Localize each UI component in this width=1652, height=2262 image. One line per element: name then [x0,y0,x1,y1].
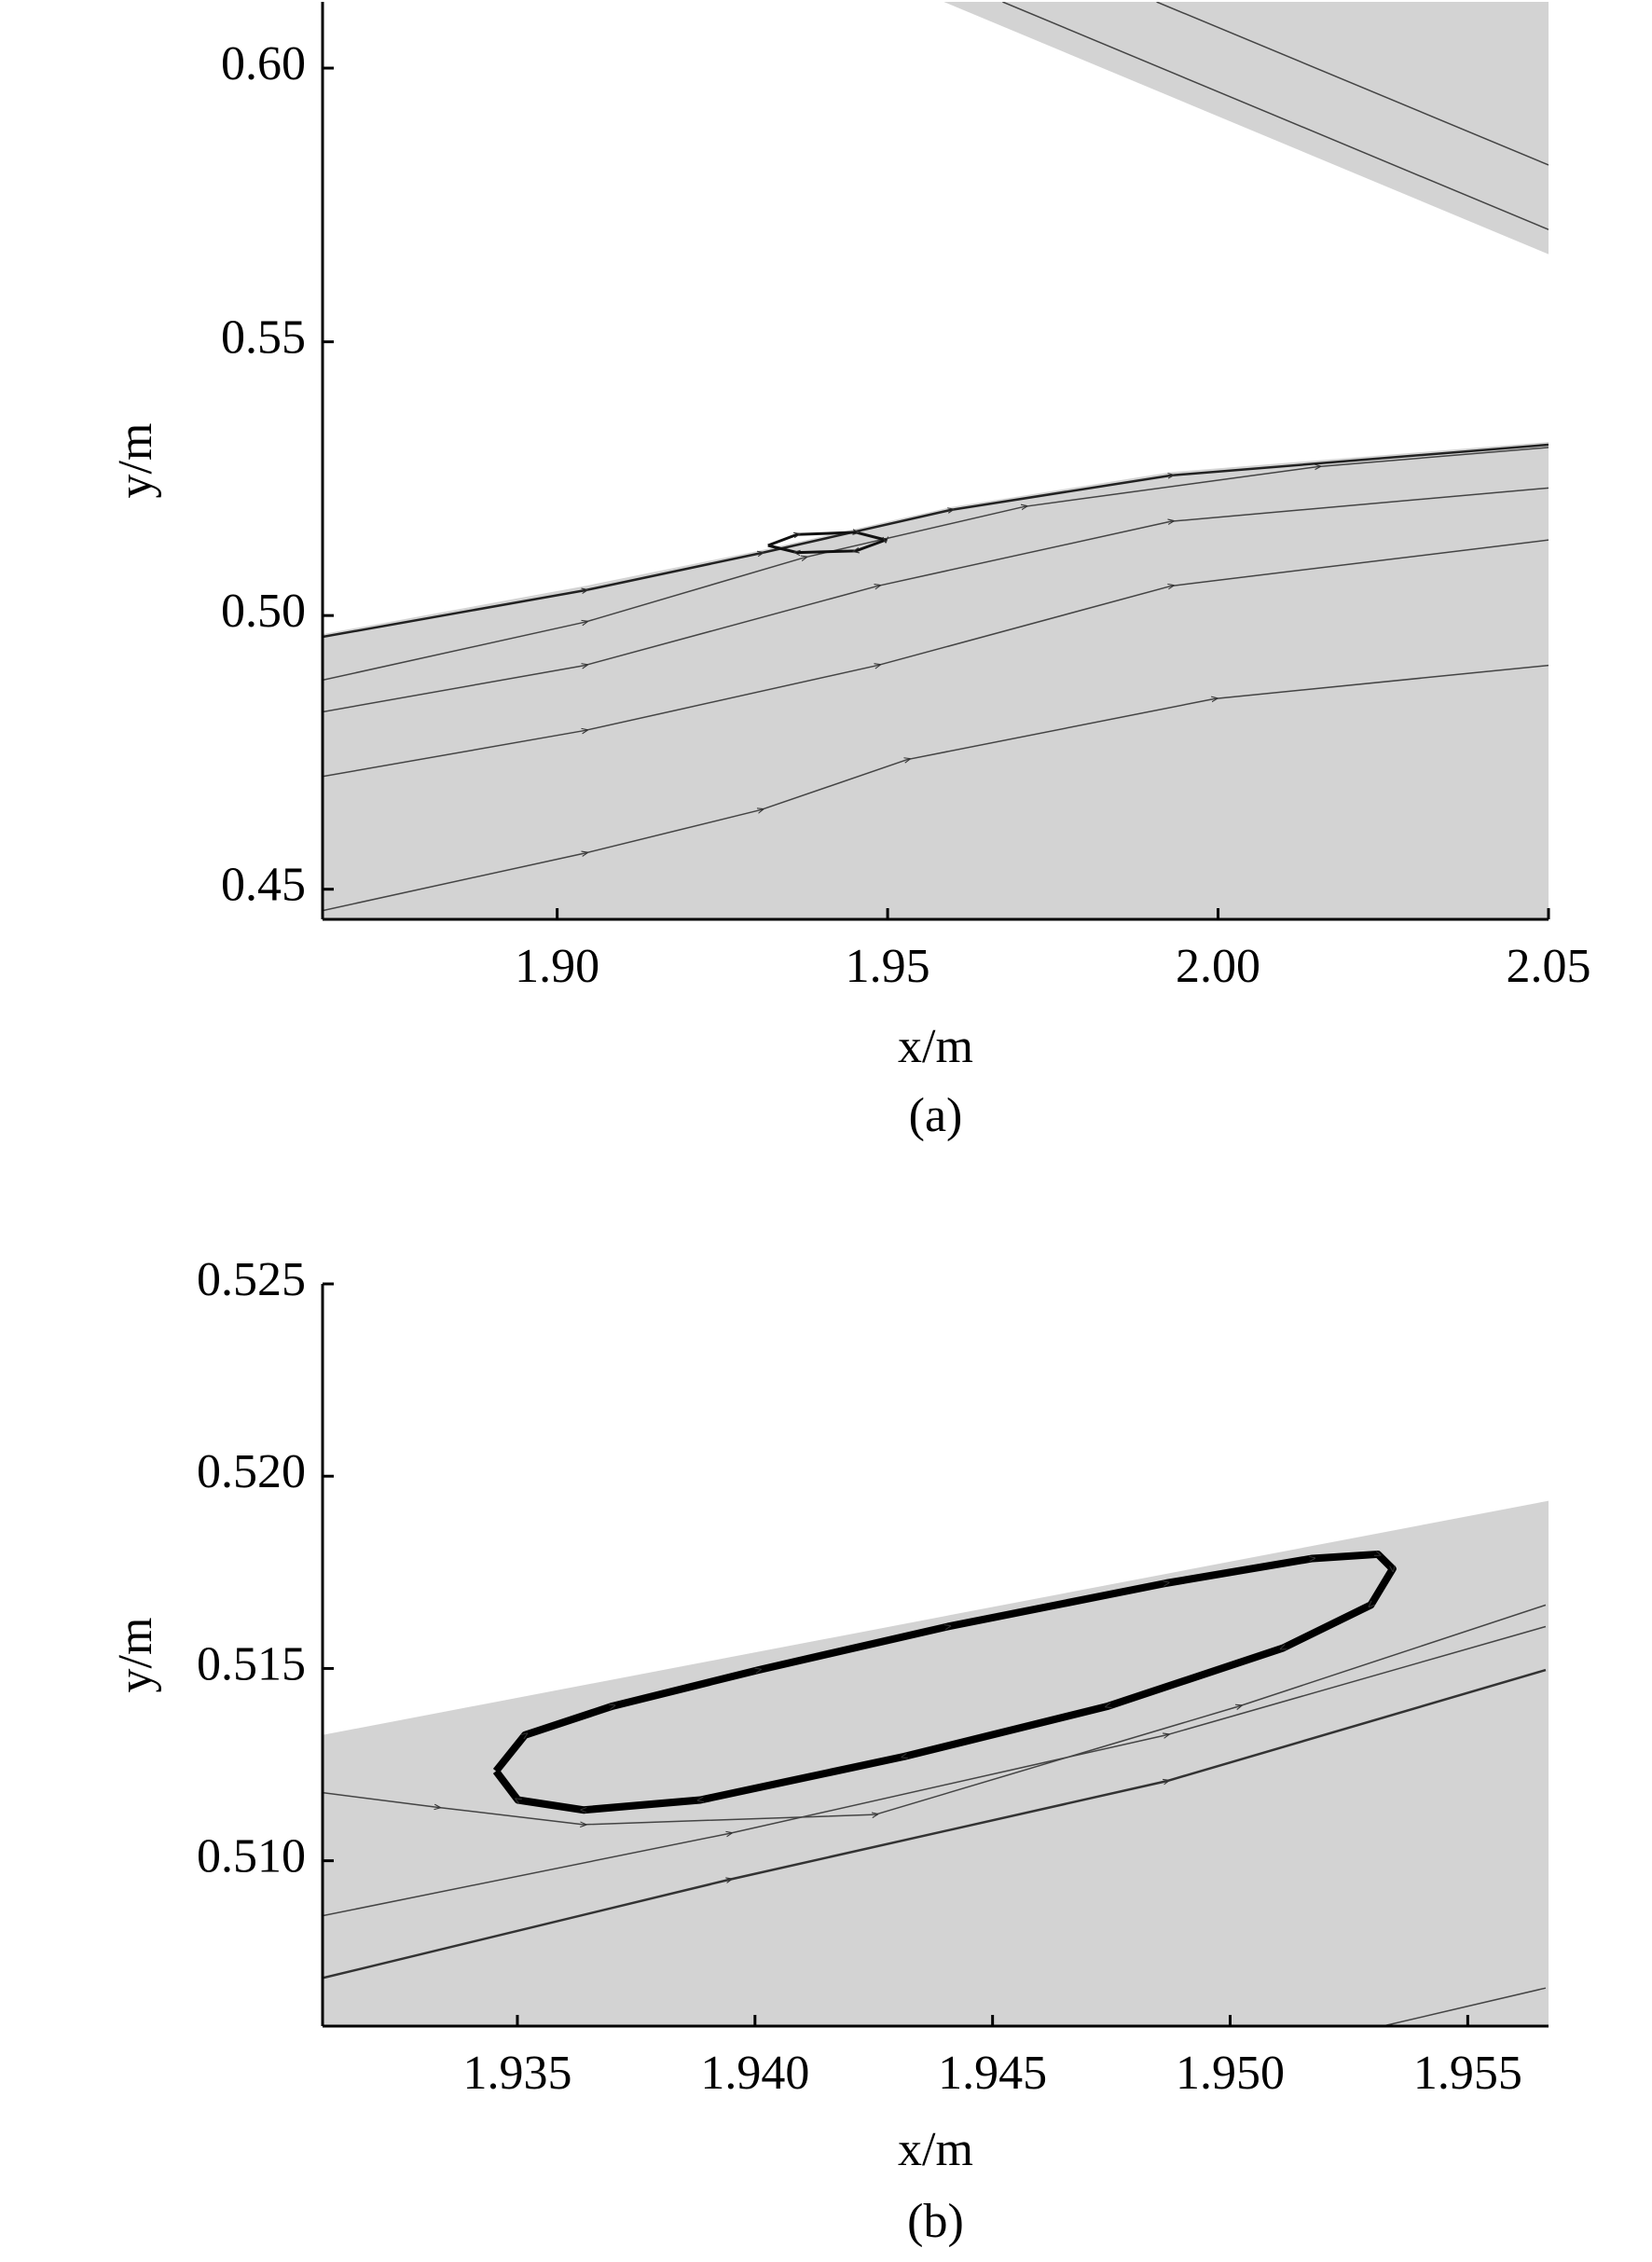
x-tick-label: 1.935 [462,2047,571,2100]
x-tick-label: 1.945 [938,2047,1047,2100]
x-tick-label: 1.955 [1413,2047,1522,2100]
y-axis-label: y/m [109,423,162,499]
flow-region [943,2,1549,255]
y-axis-label: y/m [109,1618,162,1693]
streamline [1002,2,1549,230]
streamline [323,664,1549,912]
x-axis-label: x/m [898,2123,973,2176]
y-tick-label: 0.515 [197,1637,306,1690]
y-tick-label: 0.60 [221,37,306,90]
panel-label: (a) [909,1089,963,1142]
y-tick-label: 0.525 [197,1253,306,1306]
streamline [767,532,886,553]
x-tick-label: 2.00 [1176,940,1260,993]
streamline [1156,2,1549,166]
x-tick-label: 1.950 [1176,2047,1285,2100]
plot-area [323,2,1549,919]
x-tick-label: 1.95 [846,940,930,993]
x-tick-label: 2.05 [1507,940,1591,993]
x-axis-label: x/m [898,1020,973,1073]
y-tick-label: 0.510 [197,1830,306,1883]
streamline [492,1554,1397,1814]
panel-label: (b) [907,2195,964,2248]
x-tick-label: 1.940 [700,2047,809,2100]
y-tick-label: 0.50 [221,585,306,638]
plot-area [323,1500,1549,2026]
y-tick-label: 0.45 [221,859,306,912]
y-tick-label: 0.55 [221,311,306,365]
streamline [1379,1987,1547,2026]
y-tick-label: 0.520 [197,1445,306,1498]
panel: 1.935 1.940 1.945 1.950 1.955 0.525 0.520 0.515… [109,1253,1549,2248]
x-tick-label: 1.90 [515,940,599,993]
panel: 1.90 1.95 2.00 2.05 0.60 0.55 0.50 0.45 x/m y/m (a… [109,2,1591,1142]
